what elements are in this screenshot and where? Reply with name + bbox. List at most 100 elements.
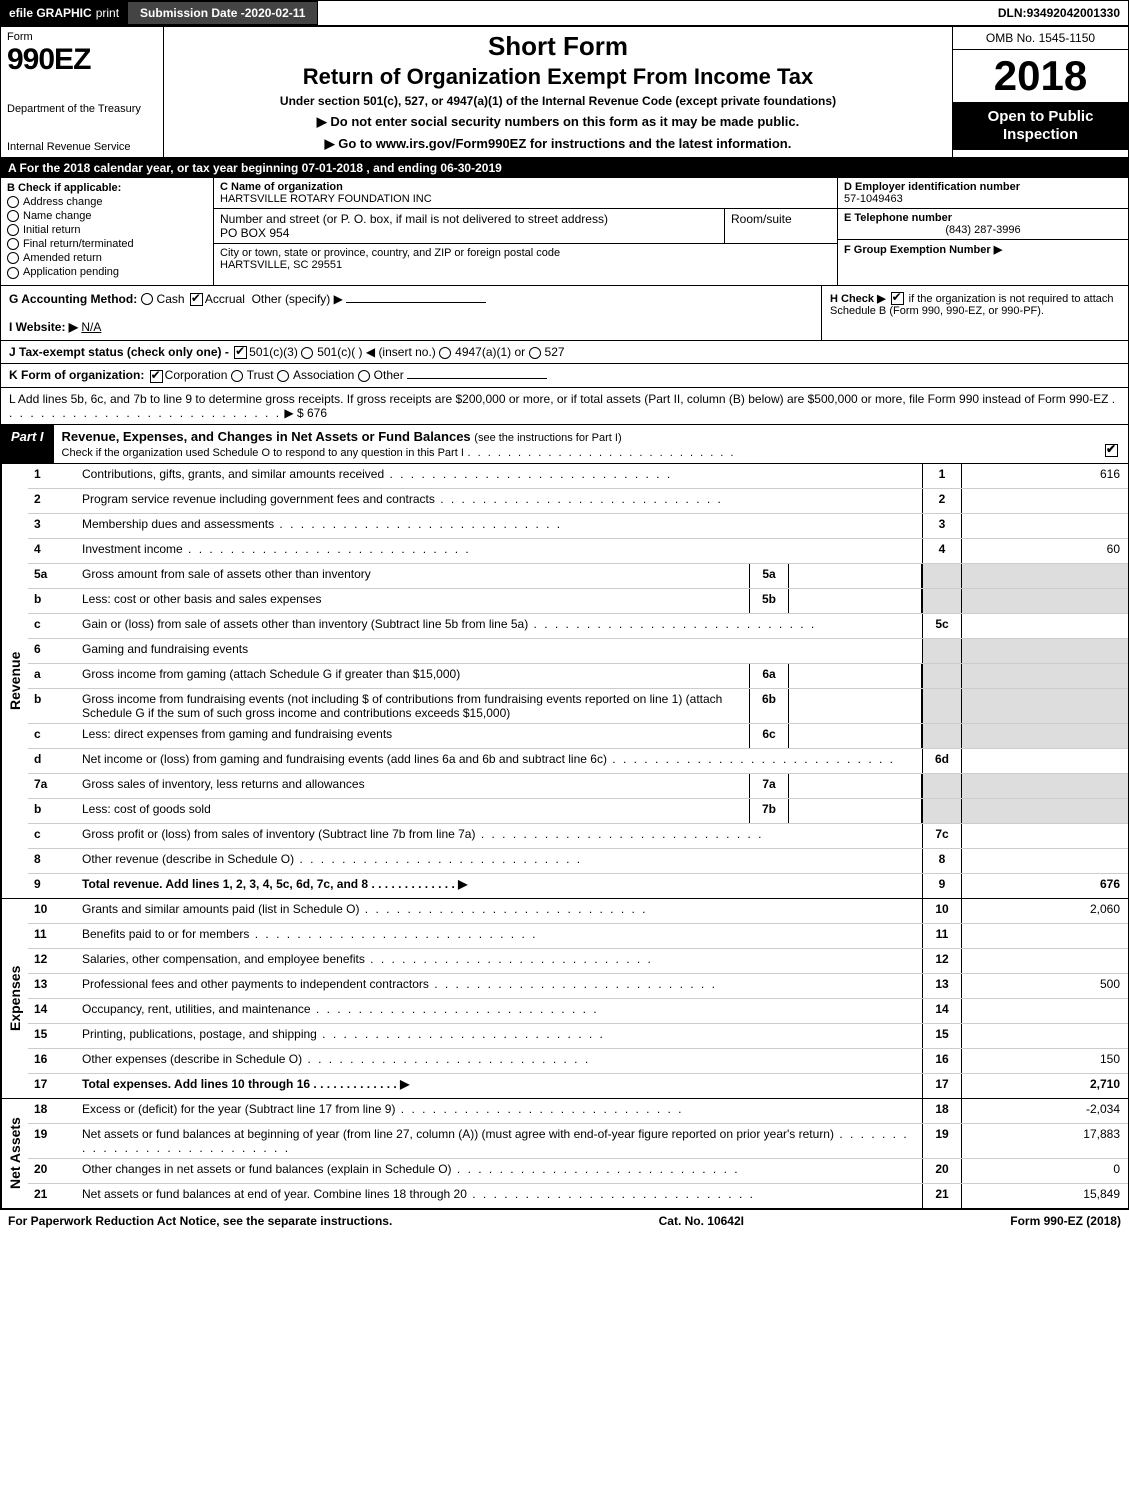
line-right-num: 12	[922, 949, 961, 973]
table-row: 14Occupancy, rent, utilities, and mainte…	[28, 999, 1128, 1024]
j-527-radio[interactable]	[529, 347, 541, 359]
netassets-section: Net Assets 18Excess or (deficit) for the…	[0, 1099, 1129, 1209]
line-description: Total expenses. Add lines 10 through 16 …	[78, 1074, 922, 1098]
goto-link[interactable]: ▶ Go to www.irs.gov/Form990EZ for instru…	[172, 136, 944, 152]
accrual-checkbox[interactable]	[190, 293, 203, 306]
street-cell: Number and street (or P. O. box, if mail…	[214, 209, 725, 243]
addr-value: PO BOX 954	[220, 226, 718, 240]
print-link[interactable]: print	[96, 6, 119, 20]
footer-right: Form 990-EZ (2018)	[1010, 1214, 1121, 1228]
line-value	[961, 824, 1128, 848]
chk-final-return[interactable]: Final return/terminated	[7, 238, 207, 250]
inner-line-value	[789, 564, 922, 588]
chk-initial-return[interactable]: Initial return	[7, 224, 207, 236]
box-b-label: B Check if applicable:	[7, 182, 207, 194]
chk-amended-return[interactable]: Amended return	[7, 252, 207, 264]
table-row: 13Professional fees and other payments t…	[28, 974, 1128, 999]
k-corp-checkbox[interactable]	[150, 370, 163, 383]
table-row: cGross profit or (loss) from sales of in…	[28, 824, 1128, 849]
line-description: Benefits paid to or for members	[78, 924, 922, 948]
box-h-label: H Check ▶	[830, 293, 886, 305]
line-number: b	[28, 689, 78, 723]
line-number: b	[28, 589, 78, 613]
box-g-label: G Accounting Method:	[9, 292, 137, 306]
line-right-num: 15	[922, 1024, 961, 1048]
line-description: Gross amount from sale of assets other t…	[78, 564, 749, 588]
line-value: 15,849	[961, 1184, 1128, 1208]
inner-line-number: 5b	[749, 589, 789, 613]
box-i-label: I Website: ▶	[9, 320, 78, 334]
table-row: cLess: direct expenses from gaming and f…	[28, 724, 1128, 749]
table-row: 6Gaming and fundraising events	[28, 639, 1128, 664]
line-number: 1	[28, 464, 78, 488]
line-right-num: 6d	[922, 749, 961, 773]
line-right-num: 20	[922, 1159, 961, 1183]
table-row: 12Salaries, other compensation, and empl…	[28, 949, 1128, 974]
line-description: Gaming and fundraising events	[78, 639, 922, 663]
j-4947-radio[interactable]	[439, 347, 451, 359]
line-value	[961, 999, 1128, 1023]
org-name-cell: C Name of organization HARTSVILLE ROTARY…	[214, 178, 837, 209]
table-row: 2Program service revenue including gover…	[28, 489, 1128, 514]
line-right-num: 9	[922, 874, 961, 898]
inner-line-value	[789, 589, 922, 613]
line-description: Less: cost or other basis and sales expe…	[78, 589, 749, 613]
schedule-b-checkbox[interactable]	[891, 292, 904, 305]
cash-radio[interactable]	[141, 293, 153, 305]
line-description: Other revenue (describe in Schedule O)	[78, 849, 922, 873]
line-number: 3	[28, 514, 78, 538]
line-number: 7a	[28, 774, 78, 798]
line-right-num: 18	[922, 1099, 961, 1123]
expenses-side-label: Expenses	[1, 899, 28, 1098]
inner-line-value	[789, 689, 922, 723]
line-number: 9	[28, 874, 78, 898]
line-right-num: 13	[922, 974, 961, 998]
line-number: 21	[28, 1184, 78, 1208]
line-number: 17	[28, 1074, 78, 1098]
netassets-side-label: Net Assets	[1, 1099, 28, 1208]
k-trust-radio[interactable]	[231, 370, 243, 382]
chk-address-change[interactable]: Address change	[7, 196, 207, 208]
line-number: 15	[28, 1024, 78, 1048]
table-row: 20Other changes in net assets or fund ba…	[28, 1159, 1128, 1184]
line-right-num: 1	[922, 464, 961, 488]
box-b: B Check if applicable: Address change Na…	[1, 178, 214, 285]
line-description: Program service revenue including govern…	[78, 489, 922, 513]
expenses-rows: 10Grants and similar amounts paid (list …	[28, 899, 1128, 1098]
line-description: Gross profit or (loss) from sales of inv…	[78, 824, 922, 848]
j-501c3-checkbox[interactable]	[234, 346, 247, 359]
line-description: Printing, publications, postage, and shi…	[78, 1024, 922, 1048]
line-value	[961, 639, 1128, 663]
chk-name-change[interactable]: Name change	[7, 210, 207, 222]
j-501c-radio[interactable]	[301, 347, 313, 359]
line-description: Total revenue. Add lines 1, 2, 3, 4, 5c,…	[78, 874, 922, 898]
line-value	[961, 689, 1128, 723]
line-description: Gross income from fundraising events (no…	[78, 689, 749, 723]
chk-application-pending[interactable]: Application pending	[7, 266, 207, 278]
line-description: Salaries, other compensation, and employ…	[78, 949, 922, 973]
org-name: HARTSVILLE ROTARY FOUNDATION INC	[220, 193, 831, 205]
table-row: dNet income or (loss) from gaming and fu…	[28, 749, 1128, 774]
line-number: 4	[28, 539, 78, 563]
line-right-num: 2	[922, 489, 961, 513]
line-number: 2	[28, 489, 78, 513]
revenue-section: Revenue 1Contributions, gifts, grants, a…	[0, 464, 1129, 899]
line-value	[961, 949, 1128, 973]
k-other-radio[interactable]	[358, 370, 370, 382]
city-cell: City or town, state or province, country…	[214, 244, 837, 274]
inner-line-value	[789, 664, 922, 688]
dln-badge: DLN: 93492042001330	[990, 1, 1128, 25]
period-end: 06-30-2019	[440, 161, 501, 175]
line-value	[961, 774, 1128, 798]
line-number: 16	[28, 1049, 78, 1073]
expenses-section: Expenses 10Grants and similar amounts pa…	[0, 899, 1129, 1099]
part1-label: Part I	[1, 425, 54, 463]
part1-schedule-o-checkbox[interactable]	[1105, 444, 1118, 457]
table-row: bGross income from fundraising events (n…	[28, 689, 1128, 724]
room-cell: Room/suite	[725, 209, 837, 243]
table-row: aGross income from gaming (attach Schedu…	[28, 664, 1128, 689]
k-assoc-radio[interactable]	[277, 370, 289, 382]
do-not-warning: ▶ Do not enter social security numbers o…	[172, 114, 944, 130]
line-value	[961, 724, 1128, 748]
omb-number: OMB No. 1545-1150	[953, 27, 1128, 50]
